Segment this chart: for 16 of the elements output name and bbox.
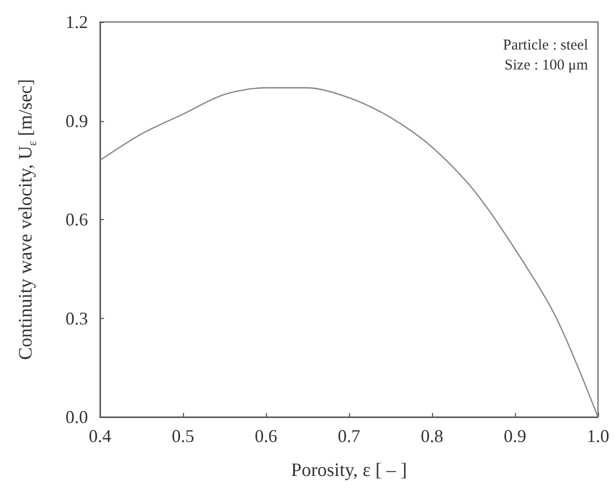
x-tick-label: 0.5 [172,426,194,446]
y-tick-label: 0.9 [66,110,88,131]
y-tick-label: 0.0 [66,407,88,427]
y-tick-label: 0.3 [66,308,88,328]
x-tick-label: 1.0 [586,426,610,446]
y-axis-title: Continuity wave velocity, Uε [m/sec] [16,79,39,360]
y-tick-label: 0.6 [66,210,88,230]
x-axis-title: Porosity, ε [ – ] [291,460,407,481]
x-tick-label: 0.4 [88,426,112,446]
x-tick-label: 0.9 [504,426,526,446]
annotation: Size : 100 μm [504,58,588,74]
x-tick-label: 0.8 [420,426,444,446]
annotation: Particle : steel [503,38,588,54]
x-tick-label: 0.6 [254,426,278,446]
y-tick-label: 1.2 [66,12,88,32]
x-tick-label: 0.7 [338,426,360,446]
